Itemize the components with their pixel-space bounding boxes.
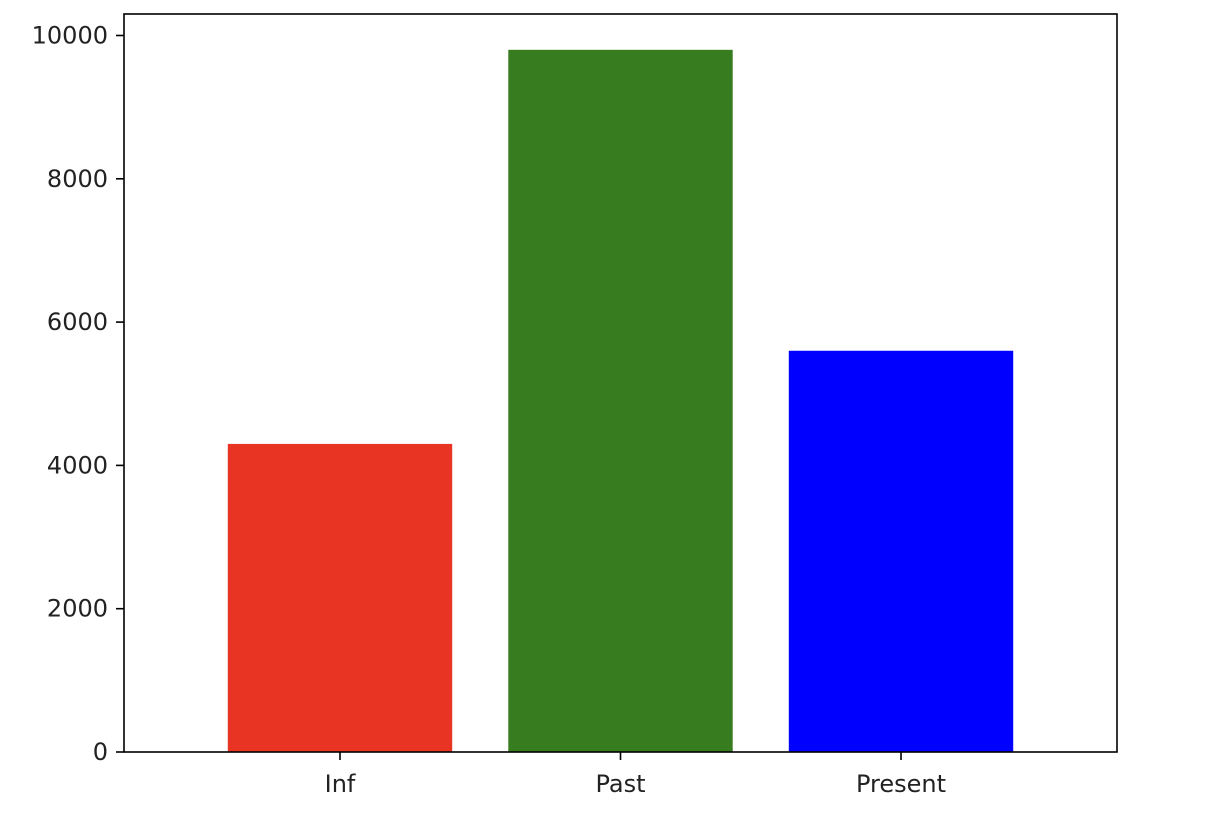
y-axis: 0 2000 4000 6000 8000 10000: [32, 21, 124, 766]
x-tick-label: Past: [595, 770, 645, 798]
plot-frame: [123, 13, 1118, 753]
bar-present: [788, 350, 1014, 752]
y-tick-label: 6000: [47, 308, 108, 336]
y-tick-label: 8000: [47, 165, 108, 193]
x-tick-label: Present: [856, 770, 946, 798]
bars-group: [227, 49, 1014, 752]
y-tick-label: 0: [93, 738, 108, 766]
x-axis: Inf Past Present: [325, 752, 946, 798]
bar-inf: [227, 443, 453, 752]
y-tick-label: 2000: [47, 595, 108, 623]
y-tick-label: 4000: [47, 451, 108, 479]
x-tick-label: Inf: [325, 770, 356, 798]
y-tick-label: 10000: [32, 21, 108, 49]
bar-past: [508, 49, 733, 752]
